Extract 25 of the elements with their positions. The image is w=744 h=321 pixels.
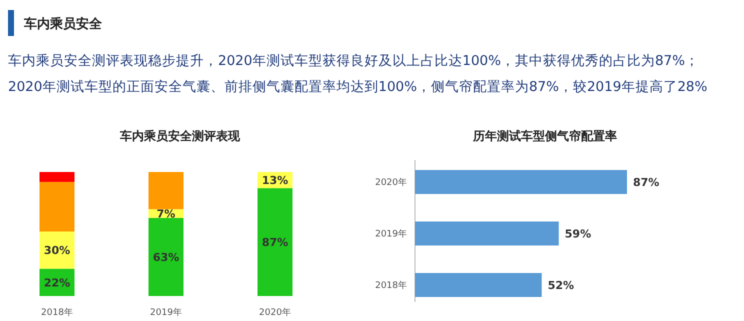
- y-tick-label: 2020年: [375, 177, 407, 188]
- text: 车内乘员安全: [23, 16, 103, 32]
- data-label: 22%: [44, 276, 70, 290]
- data-label: 7%: [156, 208, 176, 221]
- x-tick-label: 2020年: [259, 307, 291, 318]
- data-label: 52%: [548, 279, 574, 292]
- bar: [40, 182, 74, 232]
- data-label: 30%: [44, 244, 70, 258]
- bar: [148, 218, 184, 296]
- bar: [40, 172, 74, 182]
- x-tick-label: 2018年: [41, 307, 73, 318]
- data-label: 13%: [262, 174, 288, 188]
- x-tick-label: 2019年: [150, 307, 182, 318]
- text: 2020年测试车型的正面安全气囊、前排侧气囊配置率均达到100%，侧气帘配置率为87%，较2019年提高了28%: [8, 79, 708, 95]
- bar: [148, 172, 184, 210]
- bar: [258, 188, 292, 296]
- data-label: 63%: [152, 250, 180, 264]
- data-label: 87%: [633, 176, 660, 189]
- chart-title: 历年测试车型侧气帘配置率: [472, 129, 617, 143]
- data-label: 59%: [564, 228, 592, 240]
- text: 车内乘员安全测评表现稳步提升，2020年测试车型获得良好及以上占比达100%，其中获得优秀的占比为87%；: [8, 53, 699, 69]
- y-tick-label: 2019年: [375, 228, 407, 240]
- chart-title: 车内乘员安全测评表现: [119, 129, 241, 143]
- data-label: 87%: [262, 236, 288, 250]
- y-tick-label: 2018年: [375, 280, 407, 291]
